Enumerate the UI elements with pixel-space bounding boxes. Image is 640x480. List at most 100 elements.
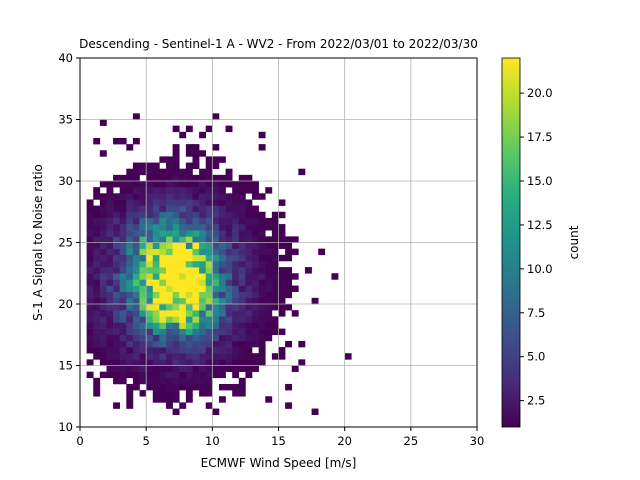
heatmap-cell	[99, 193, 107, 200]
heatmap-cell	[225, 267, 233, 274]
heatmap-cell	[238, 187, 246, 194]
heatmap-cell	[245, 181, 253, 188]
heatmap-cell	[172, 310, 180, 317]
heatmap-cell	[126, 316, 134, 323]
heatmap-cell	[146, 248, 154, 256]
heatmap-cell	[232, 217, 240, 225]
heatmap-cell	[126, 230, 134, 237]
heatmap-cell	[86, 310, 94, 317]
heatmap-cell	[218, 224, 226, 231]
heatmap-cell	[179, 371, 187, 379]
heatmap-cell	[119, 304, 127, 311]
heatmap-cell	[185, 224, 193, 231]
heatmap-cell	[225, 383, 233, 391]
heatmap-cell	[265, 334, 273, 342]
heatmap-cell	[106, 359, 114, 366]
y-tick-label: 15	[58, 359, 73, 373]
heatmap-cell	[119, 217, 127, 225]
heatmap-cell	[119, 260, 127, 268]
heatmap-cell	[132, 334, 140, 342]
heatmap-cell	[99, 236, 107, 243]
heatmap-cell	[192, 162, 200, 169]
heatmap-cell	[132, 285, 140, 292]
heatmap-cell	[192, 242, 200, 249]
heatmap-cell	[166, 254, 173, 262]
heatmap-cell	[252, 340, 259, 348]
heatmap-cell	[179, 236, 187, 243]
heatmap-cells	[86, 113, 352, 415]
heatmap-cell	[159, 242, 167, 249]
heatmap-cell	[285, 242, 293, 249]
heatmap-cell	[199, 131, 207, 139]
heatmap-cell	[106, 310, 114, 317]
heatmap-cell	[225, 322, 233, 329]
heatmap-cell	[205, 291, 213, 299]
heatmap-cell	[106, 291, 114, 299]
heatmap-cell	[192, 217, 200, 225]
heatmap-cell	[232, 193, 240, 200]
heatmap-cell	[318, 248, 326, 256]
heatmap-cell	[166, 273, 173, 280]
heatmap-cell	[93, 304, 101, 311]
heatmap-cell	[126, 390, 134, 397]
heatmap-cell	[146, 359, 154, 366]
heatmap-cell	[119, 181, 127, 188]
heatmap-cell	[199, 371, 207, 379]
heatmap-cell	[146, 273, 154, 280]
heatmap-cell	[205, 402, 213, 409]
heatmap-cell	[126, 242, 134, 249]
heatmap-cell	[285, 254, 293, 262]
heatmap-cell	[192, 267, 200, 274]
heatmap-cell	[199, 267, 207, 274]
heatmap-cell	[172, 144, 180, 151]
heatmap-cell	[252, 193, 259, 200]
heatmap-cell	[285, 340, 293, 348]
heatmap-cell	[285, 291, 293, 299]
heatmap-cell	[146, 168, 154, 176]
heatmap-cell	[139, 254, 147, 262]
heatmap-cell	[99, 217, 107, 225]
heatmap-cell	[119, 224, 127, 231]
heatmap-cell	[113, 279, 120, 286]
heatmap-cell	[179, 273, 187, 280]
heatmap-cell	[166, 242, 173, 249]
heatmap-cell	[238, 211, 246, 219]
heatmap-cell	[166, 340, 173, 348]
heatmap-cell	[238, 267, 246, 274]
heatmap-cell	[159, 217, 167, 225]
heatmap-cell	[152, 254, 160, 262]
heatmap-cell	[86, 254, 94, 262]
heatmap-cell	[126, 211, 134, 219]
heatmap-cell	[99, 279, 107, 286]
heatmap-cell	[258, 310, 266, 317]
heatmap-cell	[232, 254, 240, 262]
heatmap-cell	[146, 236, 154, 243]
heatmap-cell	[245, 248, 253, 256]
heatmap-cell	[166, 304, 173, 311]
heatmap-cell	[179, 199, 187, 206]
heatmap-cell	[113, 199, 120, 206]
heatmap-cell	[252, 236, 259, 243]
heatmap-cell	[212, 408, 220, 415]
heatmap-cell	[238, 316, 246, 323]
heatmap-cell	[225, 242, 233, 249]
heatmap-cell	[245, 322, 253, 329]
heatmap-cell	[199, 297, 207, 305]
heatmap-cell	[192, 340, 200, 348]
heatmap-cell	[159, 371, 167, 379]
heatmap-cell	[245, 347, 253, 354]
heatmap-cell	[99, 297, 107, 305]
heatmap-cell	[113, 236, 120, 243]
heatmap-cell	[132, 162, 140, 169]
heatmap-cell	[258, 340, 266, 348]
heatmap-cell	[119, 285, 127, 292]
heatmap-cell	[252, 187, 259, 194]
heatmap-cell	[113, 273, 120, 280]
heatmap-cell	[152, 187, 160, 194]
heatmap-cell	[245, 279, 253, 286]
heatmap-cell	[199, 193, 207, 200]
heatmap-cell	[179, 334, 187, 342]
y-tick-label: 10	[58, 420, 73, 434]
heatmap-cell	[106, 211, 114, 219]
